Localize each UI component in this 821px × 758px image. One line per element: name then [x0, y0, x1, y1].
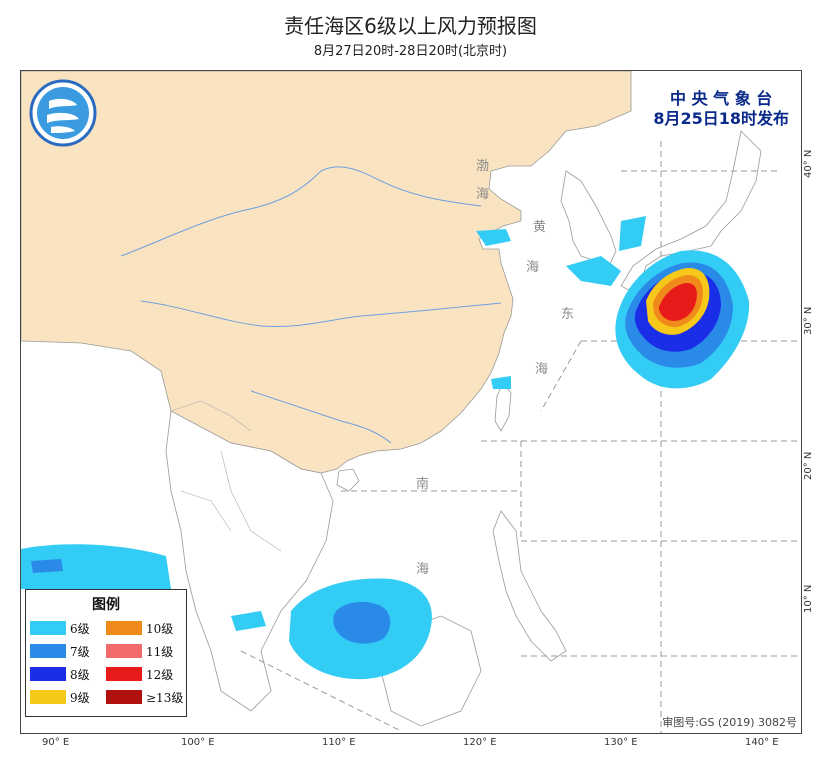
lon-label-130: 130° E: [604, 737, 638, 748]
yellow-sea-label-2: 海: [526, 260, 540, 275]
map-canvas: [21, 71, 801, 733]
lat-label-10: 10° N: [803, 584, 814, 613]
legend-swatch-9: [30, 690, 66, 704]
hainan-land: [336, 468, 360, 492]
east-sea-label-1: 东: [561, 307, 575, 322]
lon-label-90: 90° E: [42, 737, 70, 748]
legend-swatch-8: [30, 667, 66, 681]
legend: 图例 6级 10级 7级 11级 8级: [25, 589, 187, 717]
bohai-label-2: 海: [476, 187, 490, 202]
issue-time: 8月25日18时发布: [653, 109, 789, 128]
legend-label-8: 8级: [70, 668, 90, 682]
lon-label-140: 140° E: [745, 737, 779, 748]
legend-item-9: 9级: [30, 687, 110, 707]
yellow-river: [120, 166, 482, 257]
legend-label-10: 10级: [146, 622, 174, 636]
map-frame: 中 央 气 象 台 8月25日18时发布 渤 海 黄 海 东 海 南 海 图例 …: [20, 70, 802, 734]
legend-label-6: 6级: [70, 622, 90, 636]
lon-label-120: 120° E: [463, 737, 497, 748]
china-mainland: [21, 71, 632, 474]
legend-swatch-13: [106, 690, 142, 704]
legend-label-13: ≥13级: [146, 691, 184, 705]
taiwan-land: [494, 382, 512, 432]
legend-title: 图例: [92, 597, 120, 613]
map-title: 责任海区6级以上风力预报图: [284, 14, 537, 38]
lat-label-20: 20° N: [803, 451, 814, 480]
lat-label-40: 40° N: [803, 149, 814, 178]
pearl-river: [250, 390, 392, 444]
map-subtitle: 8月27日20时-28日20时(北京时): [313, 44, 508, 59]
grid-lines: [240, 141, 801, 733]
legend-item-6: 6级: [30, 618, 110, 638]
legend-item-13: ≥13级: [106, 687, 186, 707]
legend-item-7: 7级: [30, 641, 110, 661]
wind-area-scs: [231, 578, 432, 680]
wind-area-bengal: [21, 544, 171, 589]
east-sea-label-2: 海: [535, 362, 549, 377]
publisher-name: 中 央 气 象 台: [670, 89, 773, 108]
cma-logo-icon: [29, 79, 97, 147]
legend-swatch-11: [106, 644, 142, 658]
lat-label-30: 30° N: [803, 306, 814, 335]
yangtze-river: [140, 300, 502, 328]
philippines-land: [492, 510, 567, 662]
approval-number: 审图号:GS (2019) 3082号: [662, 716, 797, 729]
yellow-sea-label-1: 黄: [533, 220, 547, 235]
legend-swatch-6: [30, 621, 66, 635]
legend-item-8: 8级: [30, 664, 110, 684]
legend-swatch-7: [30, 644, 66, 658]
lon-label-110: 110° E: [322, 737, 356, 748]
legend-item-11: 11级: [106, 641, 186, 661]
legend-label-11: 11级: [146, 645, 174, 659]
korea-land: [560, 170, 617, 267]
country-borders: [170, 400, 282, 552]
legend-label-12: 12级: [146, 668, 174, 682]
indochina-land: [165, 410, 334, 712]
legend-swatch-10: [106, 621, 142, 635]
wind-area-japan: [476, 216, 750, 389]
bohai-label-1: 渤: [476, 159, 490, 174]
publisher-block: 中 央 气 象 台 8月25日18时发布: [653, 89, 789, 129]
legend-label-9: 9级: [70, 691, 90, 705]
south-sea-label-1: 南: [416, 477, 430, 492]
south-sea-label-2: 海: [416, 562, 430, 577]
lon-label-100: 100° E: [181, 737, 215, 748]
legend-item-12: 12级: [106, 664, 186, 684]
legend-item-10: 10级: [106, 618, 186, 638]
legend-label-7: 7级: [70, 645, 90, 659]
legend-swatch-12: [106, 667, 142, 681]
